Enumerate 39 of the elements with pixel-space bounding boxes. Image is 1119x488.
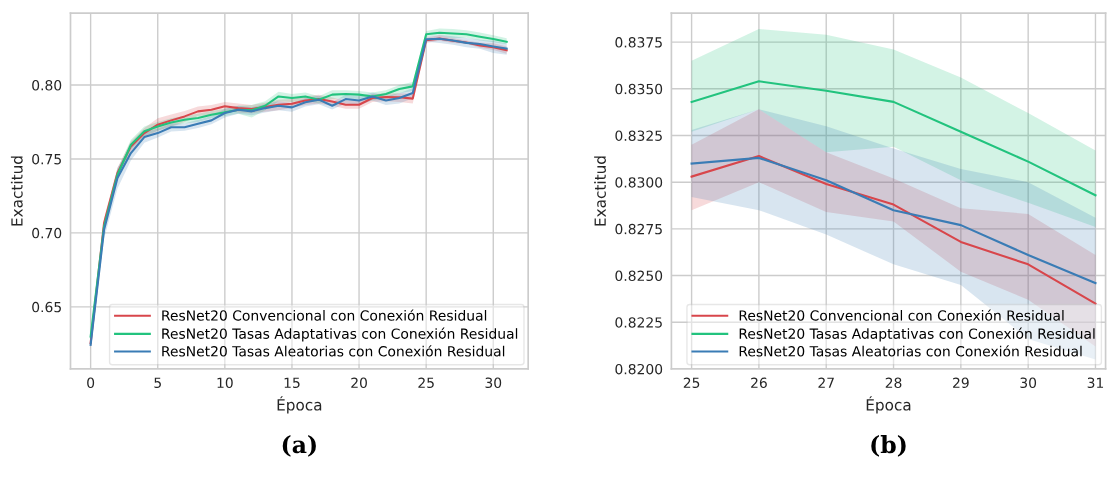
legend-label: ResNet20 Convencional con Conexión Residual — [162, 309, 487, 321]
y-tick-label: 0.65 — [32, 301, 61, 313]
x-axis-title: Época — [277, 396, 322, 414]
text: (a) — [282, 435, 316, 457]
x-tick-label: 0 — [87, 377, 95, 389]
x-tick-label: 15 — [284, 377, 300, 389]
y-tick-label: 0.8275 — [615, 223, 662, 235]
legend-label: ResNet20 Tasas Aleatorias con Conexión Residual — [739, 345, 1082, 357]
x-tick-label: 31 — [1087, 377, 1104, 389]
y-tick-label: 0.75 — [32, 153, 61, 165]
y-tick-label: 0.8250 — [615, 270, 663, 282]
x-tick-label: 25 — [418, 377, 434, 389]
legend-label: ResNet20 Convencional con Conexión Residual — [739, 309, 1064, 321]
x-tick-label: 10 — [217, 377, 233, 389]
y-tick-label: 0.80 — [32, 80, 62, 91]
legend-label: ResNet20 Tasas Adaptativas con Conexión Residual — [739, 327, 1095, 342]
y-axis-title: Exactitud — [10, 156, 23, 226]
text: (b) — [871, 435, 906, 457]
y-tick-label: 0.8375 — [615, 37, 662, 48]
x-tick-label: 20 — [351, 377, 367, 389]
x-tick-label: 26 — [751, 377, 767, 389]
x-tick-label: 30 — [485, 377, 502, 389]
y-tick-label: 0.8200 — [615, 363, 663, 375]
x-tick-label: 27 — [818, 377, 834, 388]
line-series — [690, 80, 1097, 197]
y-tick-label: 0.8300 — [615, 177, 663, 188]
legend-label: ResNet20 Tasas Adaptativas con Conexión Residual — [162, 327, 518, 342]
x-tick-label: 28 — [885, 377, 902, 389]
legend-label: ResNet20 Tasas Aleatorias con Conexión Residual — [162, 345, 505, 357]
y-axis-title: Exactitud — [594, 156, 606, 226]
x-tick-label: 25 — [683, 377, 700, 389]
x-tick-label: 29 — [953, 377, 969, 389]
x-axis-title: Época — [866, 396, 911, 414]
y-tick-label: 0.8325 — [615, 130, 662, 141]
x-tick-label: 5 — [154, 377, 161, 389]
y-tick-label: 0.8350 — [615, 83, 663, 95]
y-tick-label: 0.70 — [32, 227, 62, 239]
y-tick-label: 0.8225 — [615, 317, 662, 328]
x-tick-label: 30 — [1020, 377, 1037, 389]
